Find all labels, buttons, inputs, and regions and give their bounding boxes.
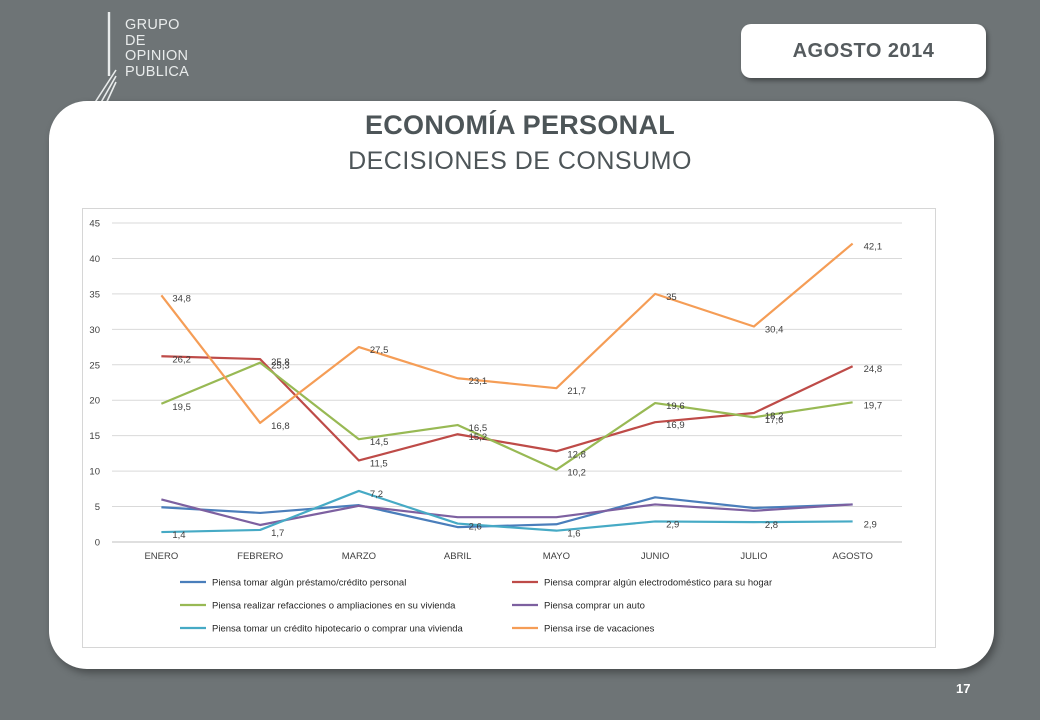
logo-wordmark: GRUPO DE OPINION PUBLICA xyxy=(125,17,190,80)
data-label: 19,5 xyxy=(172,402,191,413)
data-label: 2,8 xyxy=(765,520,778,531)
data-label: 21,7 xyxy=(567,386,586,397)
data-label: 25,8 xyxy=(271,357,290,368)
logo-line: DE xyxy=(125,32,146,49)
x-tick-label: MARZO xyxy=(342,551,376,562)
data-label: 23,1 xyxy=(469,376,488,387)
data-label: 26,2 xyxy=(172,354,191,365)
data-label: 2,6 xyxy=(469,522,482,533)
data-label: 14,5 xyxy=(370,437,389,448)
legend-label: Piensa comprar un auto xyxy=(544,601,645,612)
x-tick-label: JULIO xyxy=(740,551,767,562)
y-tick-label: 15 xyxy=(89,431,100,442)
data-label: 18,2 xyxy=(765,411,784,422)
data-label: 2,9 xyxy=(864,519,877,530)
y-tick-label: 45 xyxy=(89,219,100,230)
series-line-1 xyxy=(161,496,853,529)
data-label: 7,2 xyxy=(370,489,383,500)
y-tick-label: 20 xyxy=(89,396,100,407)
data-label: 1,7 xyxy=(271,528,284,539)
legend-label: Piensa tomar algún préstamo/crédito pers… xyxy=(212,578,406,589)
legend-label: Piensa irse de vacaciones xyxy=(544,624,655,635)
data-label: 10,2 xyxy=(567,468,586,479)
data-label: 27,5 xyxy=(370,345,389,356)
logo-line: GRUPO xyxy=(125,17,180,33)
data-label: 1,4 xyxy=(172,530,185,541)
data-label: 19,7 xyxy=(864,400,883,411)
logo-line: OPINION xyxy=(125,48,189,64)
data-label: 1,6 xyxy=(567,529,580,540)
data-label: 16,8 xyxy=(271,421,290,432)
series-line-2 xyxy=(161,355,854,462)
x-tick-label: JUNIO xyxy=(641,551,670,562)
data-label: 16,5 xyxy=(469,423,488,434)
data-label: 35 xyxy=(666,292,677,303)
data-label: 11,5 xyxy=(370,458,388,469)
data-label: 42,1 xyxy=(864,242,883,253)
y-tick-label: 10 xyxy=(89,467,100,478)
series-line-4 xyxy=(161,498,853,527)
page-number: 17 xyxy=(956,681,971,696)
x-tick-label: ENERO xyxy=(144,551,178,562)
data-label: 12,8 xyxy=(567,449,586,460)
x-tick-label: MAYO xyxy=(543,551,570,562)
data-label: 25,3 xyxy=(271,361,290,372)
x-tick-label: AGOSTO xyxy=(832,551,872,562)
y-tick-label: 40 xyxy=(89,254,100,265)
logo-line: PUBLICA xyxy=(125,63,190,80)
data-label: 15,2 xyxy=(469,432,488,443)
data-label: 24,8 xyxy=(864,364,883,375)
data-label: 19,6 xyxy=(666,401,685,412)
date-badge: AGOSTO 2014 xyxy=(741,24,986,78)
line-chart: 0 5 10 15 20 25 30 35 40 45 ENERO FEBRERO MARZO ABRIL… xyxy=(89,219,902,635)
data-label: 17,6 xyxy=(765,415,784,426)
y-tick-label: 5 xyxy=(95,502,100,513)
legend-label: Piensa tomar un crédito hipotecario o co… xyxy=(212,624,464,635)
slide-title: ECONOMÍA PERSONAL xyxy=(364,110,676,140)
data-label: 16,9 xyxy=(666,420,685,431)
data-label: 34,8 xyxy=(172,293,191,304)
y-tick-label: 25 xyxy=(89,360,100,371)
legend-label: Piensa comprar algún electrodoméstico pa… xyxy=(544,578,772,589)
chart-frame xyxy=(82,208,936,648)
series-line-6 xyxy=(160,242,854,425)
y-tick-label: 35 xyxy=(89,289,100,300)
legend-label: Piensa realizar refacciones o ampliacion… xyxy=(212,601,456,612)
x-tick-label: FEBRERO xyxy=(237,551,283,562)
series-line-5 xyxy=(161,489,853,534)
y-tick-label: 0 xyxy=(95,538,100,549)
series-line-3 xyxy=(160,361,853,471)
date-badge-label: AGOSTO 2014 xyxy=(792,39,935,62)
data-label: 30,4 xyxy=(765,324,784,335)
x-tick-label: ABRIL xyxy=(444,551,471,562)
data-label: 2,9 xyxy=(666,519,679,530)
grupo-opinion-publica-logo: GRUPO DE OPINION PUBLICA xyxy=(90,12,220,112)
y-tick-label: 30 xyxy=(89,325,100,336)
slide-subtitle: DECISIONES DE CONSUMO xyxy=(348,147,692,175)
